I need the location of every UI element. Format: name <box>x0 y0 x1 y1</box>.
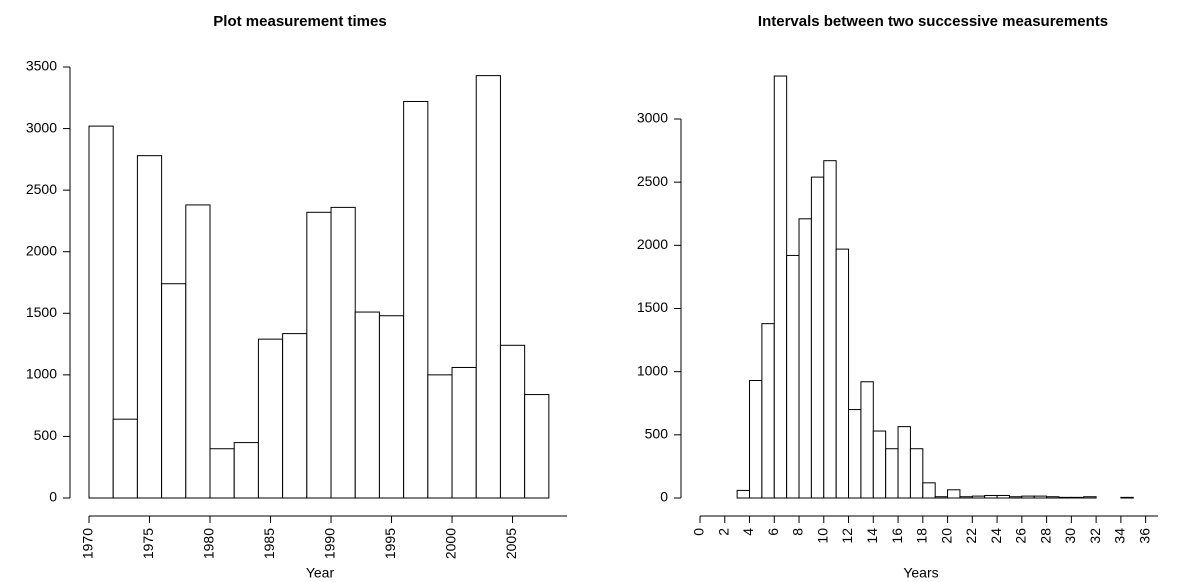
bar <box>1070 496 1085 499</box>
x-tick-label: 26 <box>1013 528 1029 544</box>
x-tick-label: 12 <box>839 528 855 544</box>
y-tick-label: 3000 <box>26 119 57 135</box>
x-tick-label: 1975 <box>140 528 156 559</box>
bar <box>749 380 763 499</box>
bar <box>499 344 526 499</box>
bar <box>136 155 163 499</box>
bar <box>798 218 812 499</box>
x-tick-label: 1985 <box>261 528 277 559</box>
bar <box>354 311 380 499</box>
bar <box>1008 496 1023 499</box>
x-tick-label: 0 <box>691 528 707 536</box>
y-tick-label: 2500 <box>637 173 668 189</box>
x-tick-label: 16 <box>889 528 905 544</box>
x-tick-label: 6 <box>765 528 781 536</box>
bar <box>823 160 837 499</box>
x-tick-label: 8 <box>790 528 806 536</box>
x-tick-label: 14 <box>864 528 880 544</box>
bar <box>996 494 1010 499</box>
bar <box>475 75 501 499</box>
x-tick-label: 1995 <box>382 528 398 559</box>
y-tick-label: 2000 <box>26 242 57 258</box>
bar <box>971 495 986 499</box>
bar <box>330 206 356 499</box>
x-tick-label: 36 <box>1136 528 1152 544</box>
bar <box>112 418 138 499</box>
y-tick-label: 0 <box>660 489 668 505</box>
y-tick-label: 2000 <box>637 236 668 252</box>
bar <box>185 204 211 499</box>
bar <box>885 448 899 499</box>
bar <box>897 426 911 499</box>
y-tick-label: 500 <box>34 427 58 443</box>
bar <box>1083 496 1097 499</box>
bar <box>848 409 862 499</box>
x-tick-label: 10 <box>814 528 830 544</box>
x-tick-label: 2000 <box>443 528 459 559</box>
bar <box>947 489 961 499</box>
bar <box>1033 495 1048 499</box>
x-tick-label: 22 <box>963 528 979 544</box>
x-tick-label: 2005 <box>503 528 519 559</box>
bar <box>378 315 405 499</box>
y-tick-label: 1500 <box>26 304 57 320</box>
bar <box>257 338 284 499</box>
bar <box>922 482 936 499</box>
bar <box>984 494 998 499</box>
bar <box>451 366 477 499</box>
x-tick-label: 20 <box>938 528 954 544</box>
x-tick-label: 30 <box>1062 528 1078 544</box>
y-tick-label: 1000 <box>26 366 57 382</box>
bar <box>835 248 850 499</box>
bar <box>1120 496 1134 499</box>
bar <box>1021 495 1035 499</box>
chart-title: Plot measurement times <box>213 13 386 30</box>
y-tick-label: 1500 <box>637 299 668 315</box>
chart-title: Intervals between two successive measure… <box>758 13 1108 30</box>
y-tick-label: 500 <box>645 426 669 442</box>
x-axis-label: Year <box>306 565 335 581</box>
bar <box>761 323 775 499</box>
y-tick-label: 1000 <box>637 362 668 378</box>
bar <box>909 448 924 499</box>
bar <box>233 442 259 499</box>
bar <box>872 430 887 499</box>
bar <box>773 75 788 499</box>
x-tick-label: 18 <box>914 528 930 544</box>
bar <box>524 394 550 499</box>
y-tick-label: 3000 <box>637 110 668 126</box>
x-tick-label: 34 <box>1112 528 1128 544</box>
x-tick-label: 1970 <box>80 528 96 559</box>
bar <box>786 254 800 499</box>
bar <box>161 283 187 499</box>
bar <box>959 496 973 499</box>
x-tick-label: 1980 <box>201 528 217 559</box>
x-tick-label: 28 <box>1037 528 1053 544</box>
x-axis-label: Years <box>903 565 938 581</box>
bar <box>934 496 949 499</box>
x-tick-label: 1990 <box>322 528 338 559</box>
bar <box>736 489 751 499</box>
x-tick-label: 4 <box>740 528 756 536</box>
y-tick-label: 2500 <box>26 181 57 197</box>
bar <box>1046 496 1060 499</box>
bar <box>282 333 308 499</box>
x-tick-label: 2 <box>715 528 731 536</box>
x-tick-label: 32 <box>1087 528 1103 544</box>
bar <box>427 374 453 499</box>
bar <box>810 176 825 499</box>
bar <box>860 381 874 499</box>
bar <box>209 448 235 499</box>
y-tick-label: 0 <box>49 489 57 505</box>
y-tick-label: 3500 <box>26 58 57 74</box>
bar <box>403 100 429 499</box>
bar <box>306 211 332 499</box>
bar <box>1058 496 1072 499</box>
x-tick-label: 24 <box>988 528 1004 544</box>
bar <box>88 125 114 499</box>
